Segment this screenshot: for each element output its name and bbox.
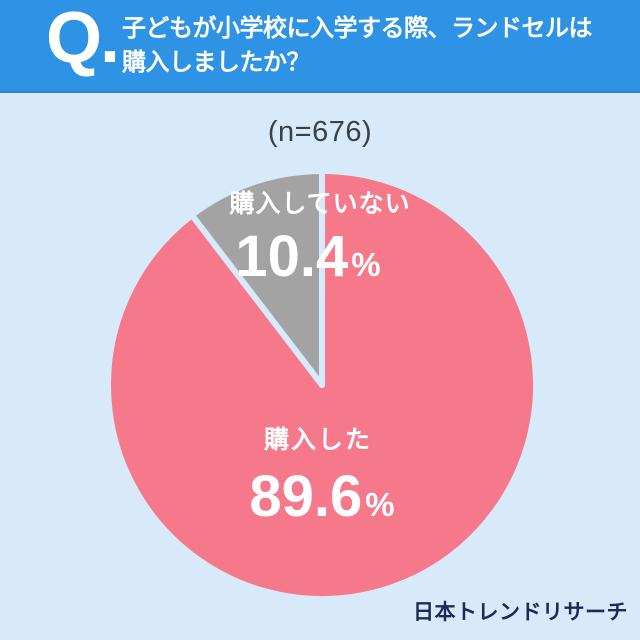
question-header: Q. 子どもが小学校に入学する際、ランドセルは 購入しましたか？ [0, 0, 640, 93]
question-line-2: 購入しましたか？ [122, 49, 311, 76]
q-mark: Q. [46, 0, 120, 78]
purchased-percent-number: 89.6 [249, 464, 363, 529]
purchased-percent-sign: % [365, 486, 395, 523]
brand-logo-text: 日本トレンドリサーチ [413, 601, 628, 624]
pie-slice-purchased [105, 168, 539, 602]
sample-size-label: (n=676) [267, 116, 373, 148]
not-purchased-value: 10.4% [235, 228, 380, 286]
not-purchased-label: 購入していない [229, 190, 411, 218]
question-text: 子どもが小学校に入学する際、ランドセルは 購入しましたか？ [122, 12, 593, 80]
purchased-label: 購入した [263, 426, 373, 454]
not-purchased-percent-number: 10.4 [235, 224, 349, 289]
pie-slice-not-purchased [188, 168, 325, 388]
not-purchased-percent-sign: % [351, 246, 381, 283]
purchased-value: 89.6% [249, 468, 394, 526]
question-line-1: 子どもが小学校に入学する際、ランドセルは [122, 15, 593, 42]
